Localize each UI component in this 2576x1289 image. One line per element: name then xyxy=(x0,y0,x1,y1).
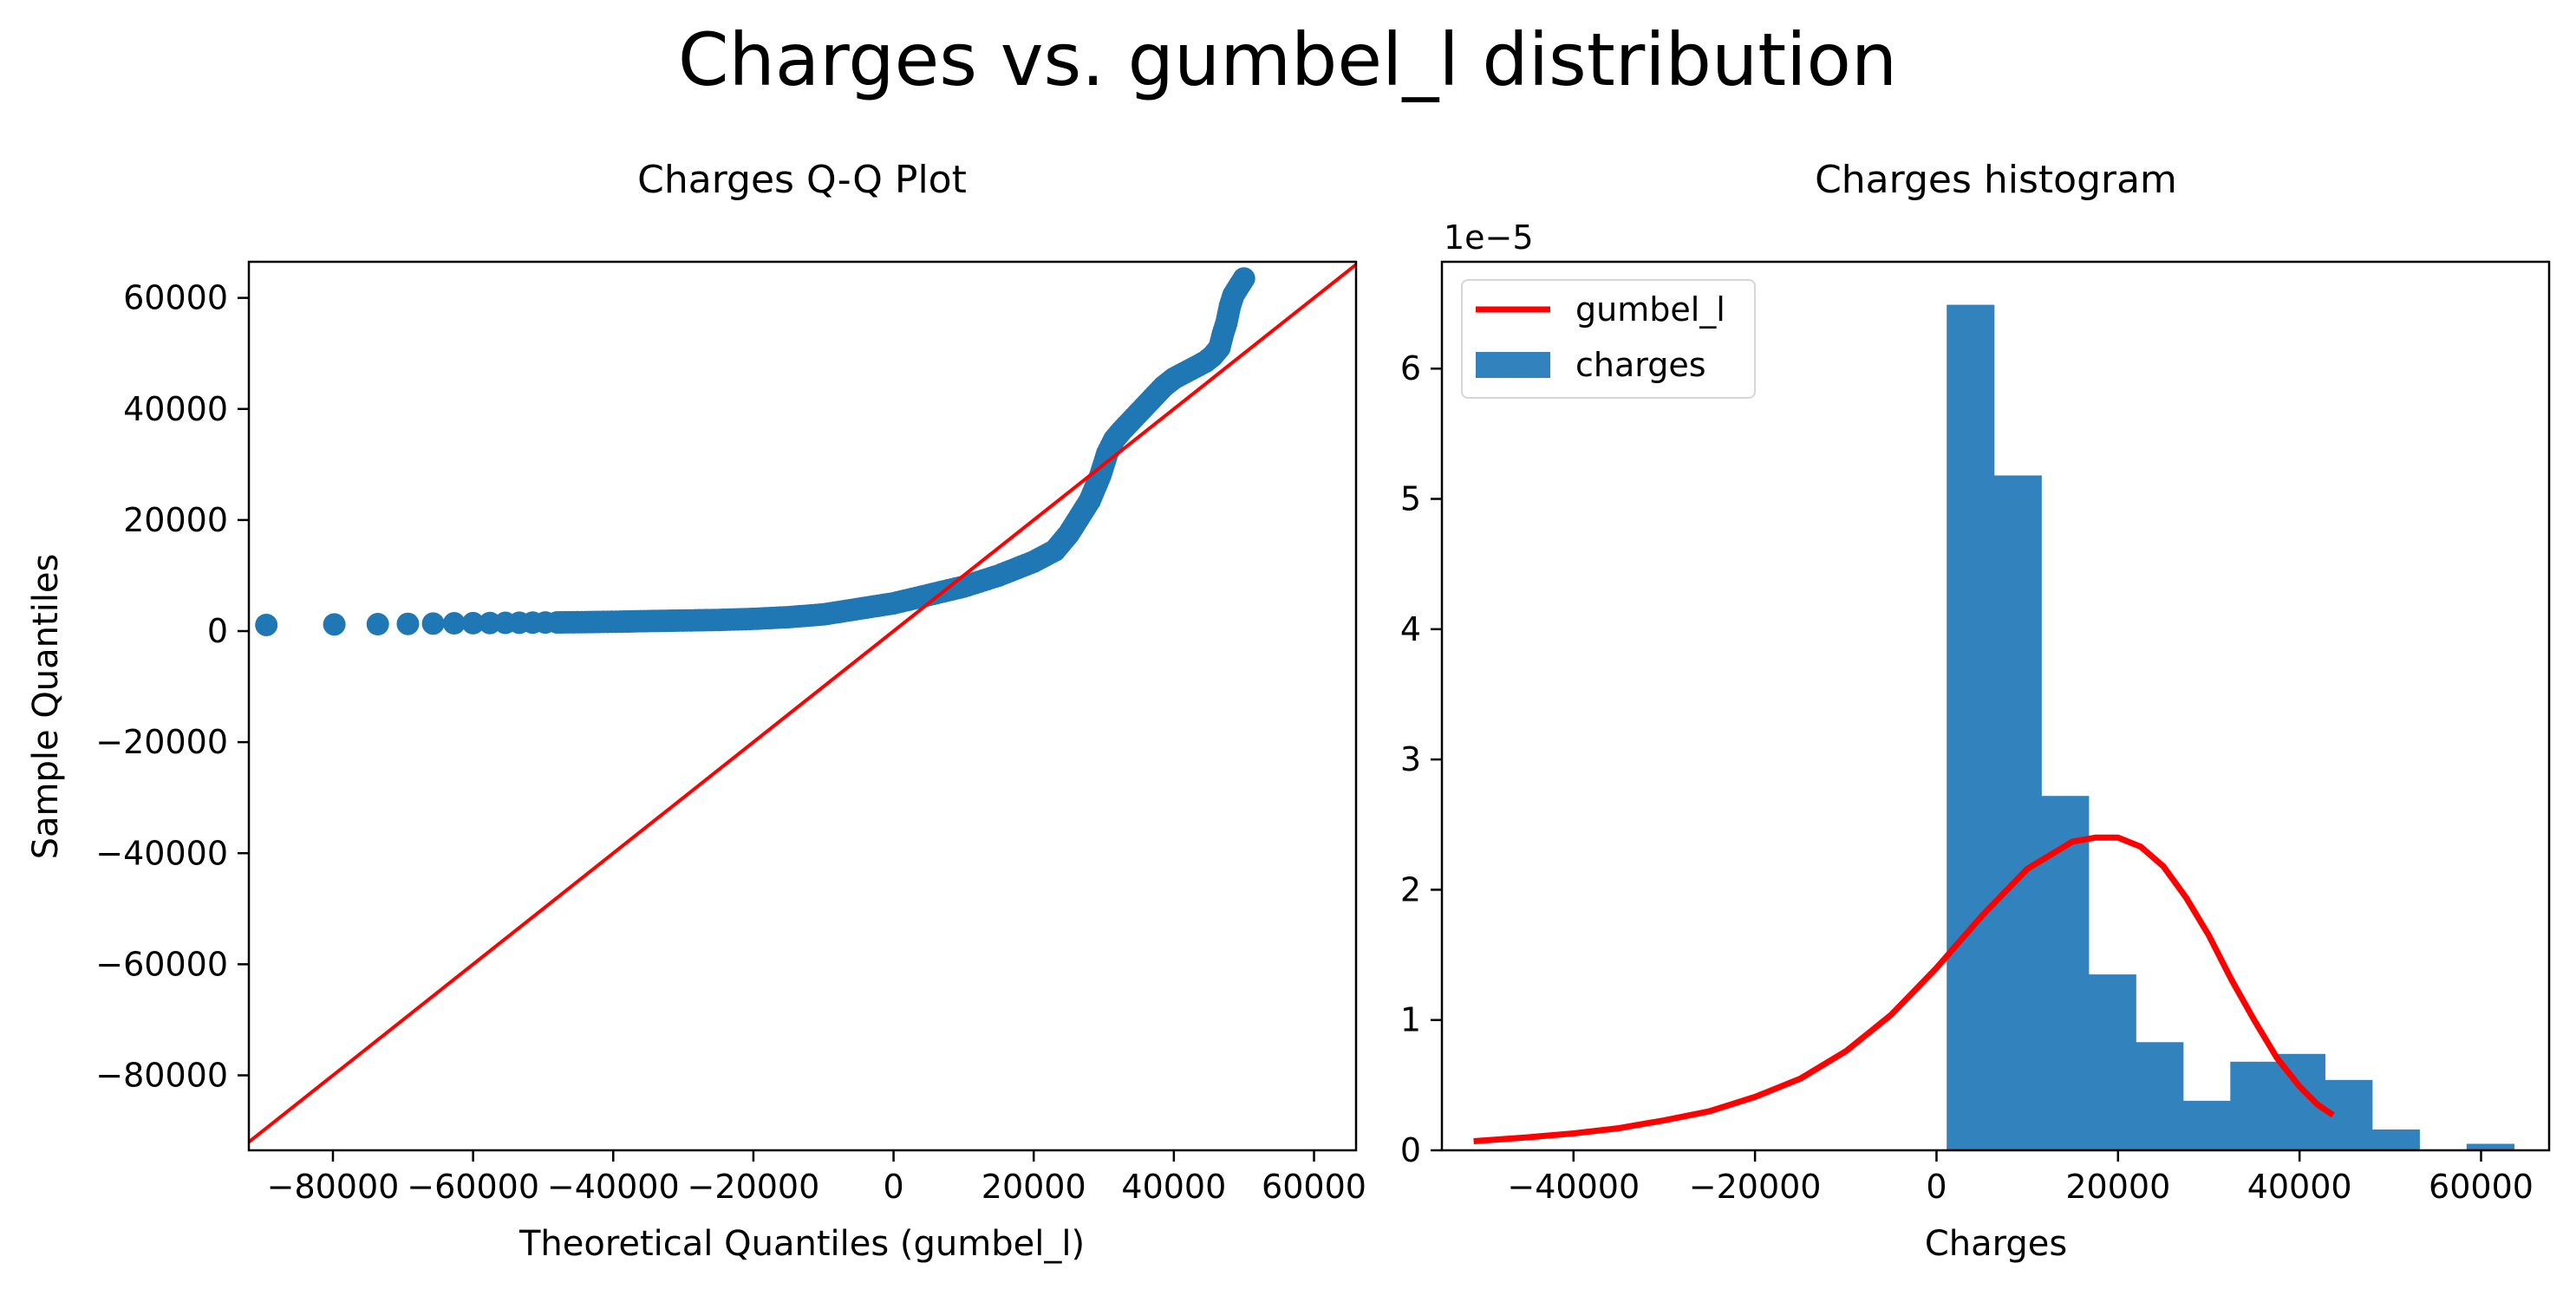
qq-x-tick-label: −80000 xyxy=(267,1168,400,1206)
figure-title: Charges vs. gumbel_l distribution xyxy=(678,17,1897,102)
histogram-y-axis: 0 1 2 3 4 5 6 xyxy=(1400,349,1442,1169)
histogram-marks xyxy=(1473,304,2514,1150)
histogram-y-tick-label: 3 xyxy=(1400,740,1421,778)
histogram-x-tick-label: −20000 xyxy=(1689,1168,1822,1206)
qq-y-axis-label: Sample Quantiles xyxy=(26,554,66,860)
histogram-bar xyxy=(2088,974,2136,1150)
qq-plot-title: Charges Q-Q Plot xyxy=(637,158,967,202)
histogram-y-offset-text: 1e−5 xyxy=(1444,218,1534,257)
qq-y-tick-label: 40000 xyxy=(123,390,228,428)
legend-charges-swatch xyxy=(1476,352,1550,378)
qq-y-axis: −80000 −60000 −40000 −20000 0 20000 40000 60000 xyxy=(95,279,249,1095)
legend: gumbel_l charges xyxy=(1461,279,1756,399)
histogram-frame xyxy=(1440,260,2551,1152)
histogram-title: Charges histogram xyxy=(1815,158,2177,202)
qq-point xyxy=(255,613,278,636)
qq-x-tick-label: 60000 xyxy=(1262,1168,1366,1206)
qq-x-tick-label: 0 xyxy=(883,1168,903,1206)
legend-gumbel-label: gumbel_l xyxy=(1575,290,1725,329)
qq-reference-line xyxy=(249,263,1356,1143)
qq-y-tick-label: −40000 xyxy=(95,834,228,872)
histogram-y-tick-label: 4 xyxy=(1400,610,1421,648)
qq-y-tick-label: 0 xyxy=(207,612,228,650)
histogram-bar xyxy=(1947,304,1995,1150)
qq-x-tick-label: −20000 xyxy=(688,1168,820,1206)
qq-x-axis: −80000 −60000 −40000 −20000 0 20000 40000 60000 xyxy=(267,1150,1366,1206)
histogram-bar xyxy=(2466,1143,2514,1150)
histogram-x-tick-label: −40000 xyxy=(1507,1168,1640,1206)
histogram-bar xyxy=(2371,1129,2420,1150)
qq-point xyxy=(1232,267,1255,290)
qq-point xyxy=(461,611,485,635)
qq-point xyxy=(421,612,445,635)
qq-x-tick-label: −40000 xyxy=(547,1168,680,1206)
gumbel-density-line xyxy=(1473,834,2335,1144)
histogram-bar xyxy=(2136,1042,2184,1150)
qq-y-tick-label: −60000 xyxy=(95,945,228,983)
histogram-x-tick-label: 60000 xyxy=(2429,1168,2534,1206)
qq-x-axis-label: Theoretical Quantiles (gumbel_l) xyxy=(518,1224,1085,1264)
histogram-x-tick-label: 20000 xyxy=(2065,1168,2170,1206)
histogram-y-tick-label: 5 xyxy=(1400,480,1421,518)
qq-points xyxy=(255,267,1255,636)
qq-x-tick-label: 40000 xyxy=(1121,1168,1226,1206)
qq-point xyxy=(323,613,346,636)
histogram-panel: Charges histogram −40000 −20000 0 20000 4000… xyxy=(1400,158,2551,1264)
qq-y-tick-label: 60000 xyxy=(123,279,228,317)
histogram-x-tick-label: 0 xyxy=(1926,1168,1947,1206)
qq-plot-marks xyxy=(249,263,1356,1143)
histogram-bars xyxy=(1947,304,2514,1150)
qq-y-tick-label: −20000 xyxy=(95,723,228,761)
histogram-x-tick-label: 40000 xyxy=(2247,1168,2352,1206)
qq-y-tick-label: −80000 xyxy=(95,1057,228,1095)
qq-plot-panel: Charges Q-Q Plot −80000 −60000 −40000 −2000… xyxy=(26,158,1366,1264)
qq-plot-frame xyxy=(247,260,1358,1152)
qq-point xyxy=(396,612,420,635)
histogram-y-tick-label: 0 xyxy=(1400,1131,1421,1169)
histogram-bar xyxy=(1993,475,2042,1150)
legend-charges-label: charges xyxy=(1575,346,1706,384)
qq-y-tick-label: 20000 xyxy=(123,501,228,539)
histogram-x-axis-label: Charges xyxy=(1925,1224,2067,1264)
qq-x-tick-label: 20000 xyxy=(981,1168,1086,1206)
histogram-bar xyxy=(2182,1100,2231,1150)
qq-point xyxy=(366,613,389,636)
histogram-x-axis: −40000 −20000 0 20000 40000 60000 xyxy=(1507,1150,2534,1206)
qq-point xyxy=(442,612,466,635)
histogram-y-tick-label: 2 xyxy=(1400,870,1421,908)
qq-x-tick-label: −60000 xyxy=(407,1168,539,1206)
histogram-y-tick-label: 6 xyxy=(1400,349,1421,387)
histogram-bar xyxy=(2230,1061,2279,1150)
histogram-y-tick-label: 1 xyxy=(1400,1001,1421,1039)
